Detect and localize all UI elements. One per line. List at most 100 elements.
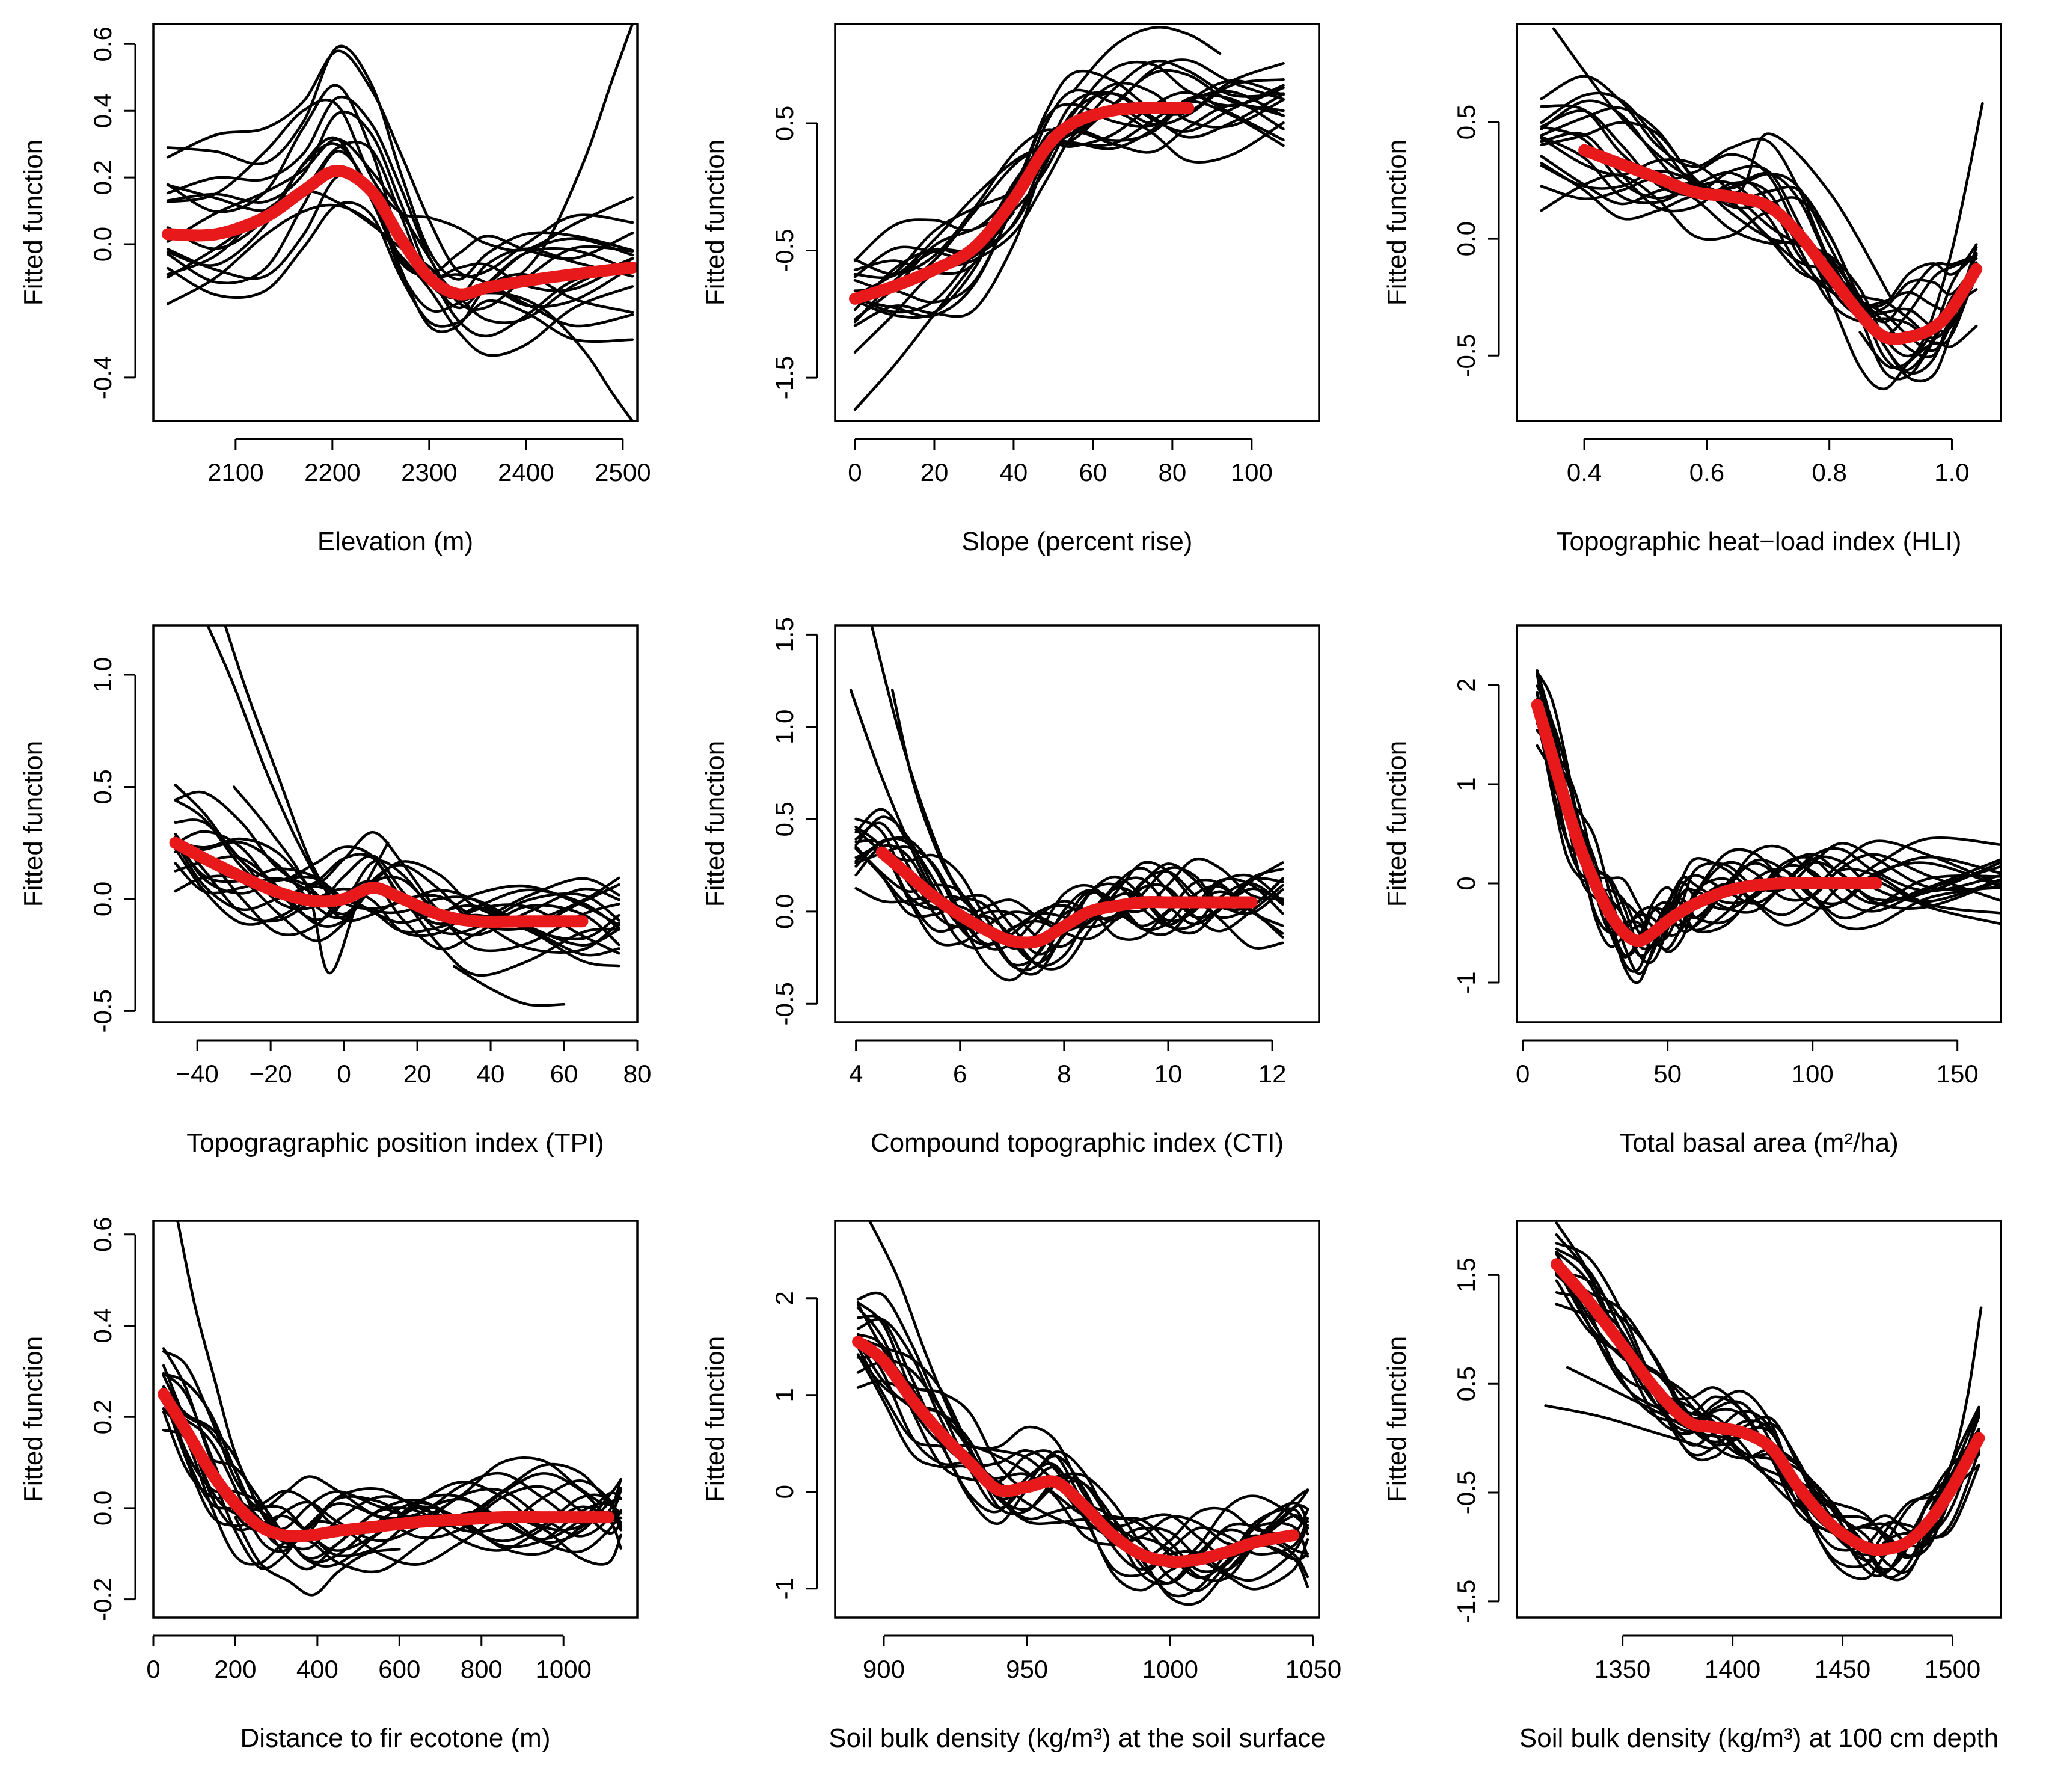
ensemble-line bbox=[856, 1303, 1309, 1568]
y-tick-label: 0.5 bbox=[770, 106, 798, 141]
ensemble-line bbox=[1540, 135, 1978, 359]
x-tick-label: 10 bbox=[1154, 1060, 1183, 1088]
ensemble-line bbox=[1555, 1250, 1980, 1558]
chart-svg: 1350 1400 1450 1500 -1.5 -0.5 0.5 1.5 Soil bulk … bbox=[1382, 1220, 2002, 1753]
ensemble-line bbox=[162, 1372, 622, 1532]
chart-panel-8: 900 950 1000 1050 -1 0 1 2 Soil bulk density (kg… bbox=[682, 1197, 1364, 1792]
x-tick-label: 60 bbox=[550, 1060, 578, 1088]
series-group bbox=[158, 1221, 622, 1597]
ensemble-line bbox=[1540, 109, 1978, 333]
x-tick-label: 2400 bbox=[498, 458, 554, 486]
x-tick-label: 0 bbox=[337, 1060, 351, 1088]
ensemble-line bbox=[1555, 1221, 1980, 1559]
x-tick-label: −40 bbox=[176, 1060, 219, 1088]
x-tick-label: 2500 bbox=[595, 458, 651, 486]
ensemble-line bbox=[1540, 99, 1978, 315]
ensemble-line bbox=[1555, 1252, 1980, 1571]
x-tick-label: 2100 bbox=[207, 458, 263, 486]
y-tick-label: 1.5 bbox=[770, 617, 798, 652]
y-axis-title: Fitted function bbox=[700, 140, 730, 305]
series-group bbox=[852, 1221, 1309, 1606]
x-tick-label: 100 bbox=[1792, 1060, 1834, 1088]
x-tick-label: 2200 bbox=[304, 458, 360, 486]
mean-fit-line bbox=[1578, 144, 1983, 345]
x-tick-label: 80 bbox=[1159, 458, 1187, 486]
plot-frame bbox=[1516, 23, 2002, 422]
y-tick-label: -0.5 bbox=[770, 982, 798, 1025]
x-tick-label: 8 bbox=[1057, 1060, 1071, 1088]
ensemble-line bbox=[224, 625, 338, 912]
y-axis-title: Fitted function bbox=[19, 741, 48, 907]
y-tick-label: 0.5 bbox=[1452, 1366, 1480, 1401]
ensemble-line bbox=[1566, 1366, 1734, 1440]
series-group bbox=[849, 26, 1285, 411]
chart-svg: −40 −20 0 20 40 60 80 -0.5 0.0 0.5 1.0 Topogragraph… bbox=[19, 624, 651, 1158]
x-axis-title: Soil bulk density (kg/m³) at 100 cm dept… bbox=[1519, 1723, 1999, 1753]
ensemble-line bbox=[166, 203, 634, 357]
ensemble-line bbox=[1540, 164, 1978, 372]
y-tick-label: 1.0 bbox=[88, 657, 117, 692]
ensemble-line bbox=[1929, 1306, 1983, 1511]
y-tick-label: 0.0 bbox=[1452, 221, 1480, 256]
ensemble-line bbox=[854, 847, 1284, 971]
y-tick-label: 1 bbox=[1452, 777, 1480, 791]
y-axis-title: Fitted function bbox=[1382, 1336, 1412, 1502]
ensemble-line bbox=[166, 173, 634, 333]
y-tick-label: 0.5 bbox=[88, 769, 117, 804]
x-axis-title: Total basal area (m²/ha) bbox=[1619, 1128, 1899, 1158]
x-axis-title: Slope (percent rise) bbox=[962, 527, 1193, 556]
ensemble-line bbox=[166, 201, 634, 343]
y-axis-title: Fitted function bbox=[1382, 140, 1412, 305]
mean-fit-line bbox=[849, 102, 1195, 305]
ensemble-line bbox=[162, 1407, 622, 1574]
x-tick-label: 1.0 bbox=[1934, 458, 1969, 486]
y-tick-label: 0.0 bbox=[88, 882, 117, 916]
y-tick-label: 0.4 bbox=[88, 1308, 117, 1343]
x-tick-label: 12 bbox=[1258, 1060, 1287, 1088]
y-axis-title: Fitted function bbox=[19, 1336, 48, 1502]
x-tick-label: 20 bbox=[403, 1060, 432, 1088]
ensemble-line bbox=[1536, 690, 2001, 975]
ensemble-line bbox=[162, 1385, 622, 1545]
x-axis-title: Topogragraphic position index (TPI) bbox=[186, 1128, 604, 1158]
ensemble-line bbox=[1536, 716, 2001, 959]
y-tick-label: 1 bbox=[770, 1388, 798, 1402]
ensemble-line bbox=[1540, 137, 1978, 358]
plot-frame bbox=[152, 624, 639, 1023]
x-axis-title: Compound topographic index (CTI) bbox=[871, 1128, 1284, 1158]
mean-fit-line bbox=[1550, 1258, 1985, 1556]
x-tick-label: 20 bbox=[920, 458, 949, 486]
x-tick-label: 100 bbox=[1231, 458, 1273, 486]
x-tick-label: 0.6 bbox=[1689, 458, 1724, 486]
ensemble-line bbox=[166, 44, 634, 281]
x-tick-label: 40 bbox=[477, 1060, 505, 1088]
x-tick-label: 6 bbox=[953, 1060, 967, 1088]
y-tick-label: 0.0 bbox=[770, 894, 798, 929]
ensemble-line bbox=[174, 784, 620, 927]
x-tick-label: 900 bbox=[863, 1655, 905, 1683]
x-tick-label: 950 bbox=[1006, 1655, 1048, 1683]
y-tick-label: 2 bbox=[770, 1291, 798, 1305]
ensemble-line bbox=[452, 965, 566, 1007]
x-tick-label: 1350 bbox=[1594, 1655, 1650, 1683]
series-group bbox=[849, 625, 1284, 982]
x-tick-label: 0 bbox=[1516, 1060, 1530, 1088]
x-axis-title: Distance to fir ecotone (m) bbox=[240, 1723, 551, 1753]
chart-panel-3: 0.4 0.6 0.8 1.0 -0.5 0.0 0.5 Topographic heat−l… bbox=[1364, 0, 2045, 595]
ensemble-line bbox=[166, 110, 634, 310]
plot-frame bbox=[1516, 624, 2002, 1023]
mean-fit-line bbox=[158, 1388, 615, 1542]
y-tick-label: 0.6 bbox=[88, 26, 117, 61]
mean-fit-line bbox=[1531, 699, 1882, 947]
y-tick-label: -0.5 bbox=[88, 989, 117, 1033]
y-tick-label: -0.2 bbox=[88, 1577, 117, 1621]
ensemble-line bbox=[1071, 26, 1222, 93]
x-tick-label: 1000 bbox=[535, 1655, 591, 1683]
y-tick-label: 0.0 bbox=[88, 1491, 117, 1526]
x-axis-title: Soil bulk density (kg/m³) at the soil su… bbox=[829, 1723, 1326, 1753]
plot-frame bbox=[834, 1220, 1320, 1619]
x-tick-label: 50 bbox=[1653, 1060, 1682, 1088]
x-tick-label: 1500 bbox=[1925, 1655, 1980, 1683]
y-tick-label: -1.5 bbox=[770, 356, 798, 399]
chart-svg: 0.4 0.6 0.8 1.0 -0.5 0.0 0.5 Topographic heat−l… bbox=[1382, 23, 2002, 556]
